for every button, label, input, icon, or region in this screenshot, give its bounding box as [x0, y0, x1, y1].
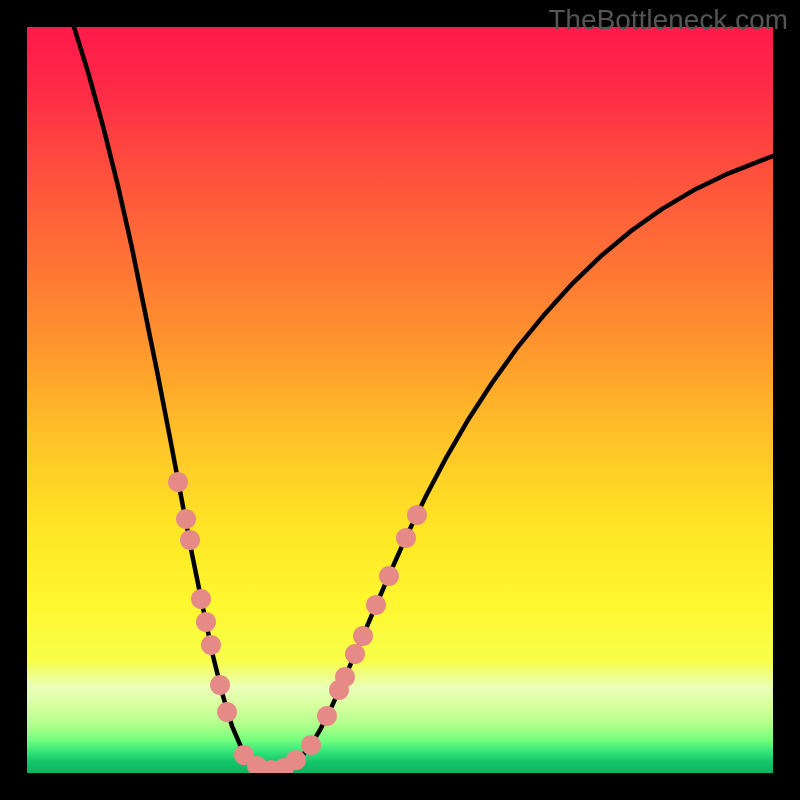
- data-marker: [407, 505, 427, 525]
- data-marker: [353, 626, 373, 646]
- data-marker: [210, 675, 230, 695]
- data-marker: [345, 644, 365, 664]
- data-marker: [196, 612, 216, 632]
- data-marker: [180, 530, 200, 550]
- data-marker: [217, 702, 237, 722]
- data-marker: [176, 509, 196, 529]
- watermark-text: TheBottleneck.com: [548, 4, 788, 36]
- data-marker: [201, 635, 221, 655]
- data-marker: [366, 595, 386, 615]
- data-marker: [379, 566, 399, 586]
- chart-frame: TheBottleneck.com: [0, 0, 800, 800]
- data-marker: [168, 472, 188, 492]
- gradient-background: [27, 27, 773, 773]
- data-marker: [335, 667, 355, 687]
- chart-svg: [0, 0, 800, 800]
- data-marker: [396, 528, 416, 548]
- data-marker: [301, 735, 321, 755]
- data-marker: [191, 589, 211, 609]
- data-marker: [317, 706, 337, 726]
- data-marker: [286, 750, 306, 770]
